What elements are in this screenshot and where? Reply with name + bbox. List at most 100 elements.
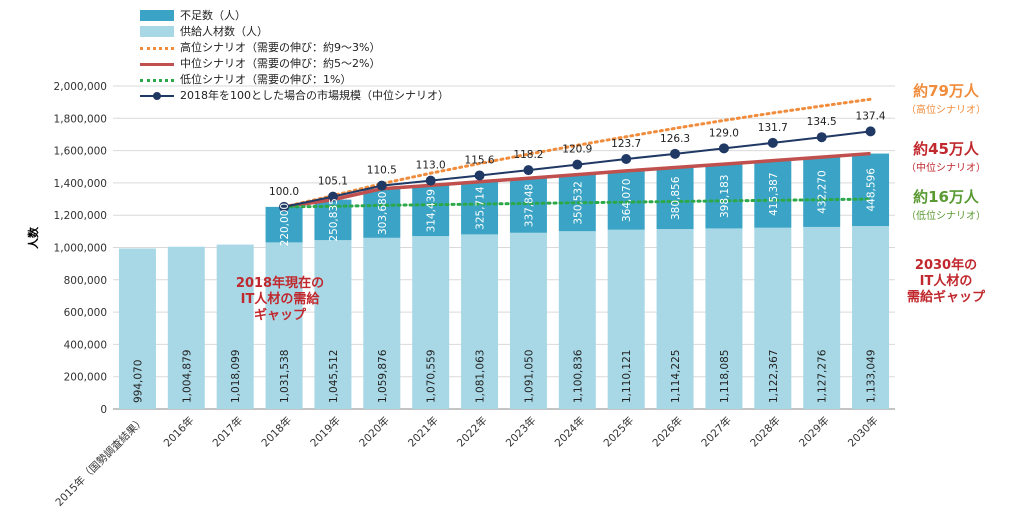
data-label-supply: 1,081,063 (475, 350, 487, 403)
line-high-scenario (282, 97, 873, 209)
data-label-market-size: 134.5 (807, 116, 837, 128)
data-label-supply: 1,127,276 (817, 349, 829, 403)
x-tick-label: 2016年 (161, 414, 197, 450)
data-label-shortage: 432,270 (817, 170, 829, 213)
bar-shortage (363, 188, 401, 238)
bar-shortage (803, 157, 841, 227)
y-tick-label: 1,600,000 (54, 146, 107, 158)
data-label-shortage: 448,596 (866, 168, 878, 212)
y-tick-label: 400,000 (64, 339, 107, 351)
marker-market-size (523, 165, 534, 176)
legend-item-market: 2018年を100とした場合の市場規模（中位シナリオ） (140, 88, 449, 104)
data-label-market-size: 129.0 (709, 127, 739, 139)
annotation-low: 約16万人 （低位シナリオ） (892, 186, 1000, 222)
data-label-supply: 1,004,879 (181, 350, 193, 403)
data-label-supply: 1,133,049 (866, 350, 878, 403)
annotation-gap-2030-line1: 2030年の (914, 258, 978, 273)
data-label-supply: 1,018,099 (230, 350, 242, 403)
marker-market-size (670, 148, 681, 159)
legend-swatch-shortage (140, 10, 174, 21)
bar-shortage (754, 160, 792, 228)
annotation-mid-value: 約45万人 (913, 140, 979, 158)
annotation-mid-scenario: （中位シナリオ） (906, 163, 986, 174)
data-label-market-size: 123.7 (611, 138, 641, 150)
marker-market-size (621, 153, 632, 164)
bar-shortage (412, 185, 450, 237)
data-label-shortage: 314,439 (426, 189, 438, 232)
annotation-mid: 約45万人 （中位シナリオ） (892, 138, 1000, 174)
bar-supply (363, 237, 401, 409)
bar-supply (167, 246, 205, 409)
bar-supply (461, 234, 499, 409)
data-label-supply: 1,118,085 (719, 350, 731, 403)
data-label-supply: 1,045,512 (328, 350, 340, 403)
bar-shortage (461, 181, 499, 235)
data-label-shortage: 364,070 (621, 179, 633, 222)
annotation-gap-2030: 2030年の IT人材の 需給ギャップ (892, 258, 1000, 306)
data-label-shortage: 303,680 (377, 192, 389, 235)
annotation-gap-2030-line2: IT人材の (919, 274, 973, 289)
legend-marker-market (153, 92, 161, 100)
y-tick-label: 600,000 (64, 307, 107, 319)
x-tick-label: 2024年 (552, 414, 588, 450)
bars (118, 153, 890, 409)
annotation-gap-2018: 2018年現在の IT人材の需給 ギャップ (220, 276, 340, 324)
x-tick-label: 2029年 (796, 414, 832, 450)
legend-item-supply: 供給人材数（人） (140, 24, 449, 40)
x-tick-label: 2021年 (405, 414, 441, 450)
bar-supply (118, 248, 156, 409)
x-tick-label: 2026年 (650, 414, 686, 450)
data-label-market-size: 131.7 (758, 122, 788, 134)
marker-market-size (865, 126, 876, 137)
x-tick-label: 2027年 (699, 414, 735, 450)
y-tick-label: 1,800,000 (54, 113, 107, 125)
x-tick-label: 2015年（国勢調査結果） (53, 414, 148, 509)
data-label-supply: 1,059,876 (377, 349, 389, 403)
marker-market-size (767, 137, 778, 148)
bar-supply (216, 244, 254, 409)
y-tick-label: 200,000 (64, 372, 107, 384)
data-label-market-size: 100.0 (269, 186, 299, 198)
y-tick-label: 2,000,000 (54, 81, 107, 93)
marker-market-size (279, 201, 290, 212)
x-tick-label: 2028年 (747, 414, 783, 450)
bar-supply (412, 236, 450, 409)
marker-market-size (474, 170, 485, 181)
x-tick-label: 2018年 (259, 414, 295, 450)
y-axis-title: 人数 (26, 226, 40, 249)
lines (279, 97, 876, 212)
bar-shortage (607, 170, 645, 230)
data-label-shortage: 325,714 (475, 186, 487, 230)
x-tick-label: 2020年 (356, 414, 392, 450)
bar-shortage (705, 164, 743, 229)
data-label-market-size: 118.2 (513, 149, 543, 161)
legend-swatch-supply (140, 26, 174, 37)
y-tick-label: 0 (100, 404, 107, 416)
bar-supply (265, 242, 303, 409)
x-tick-label: 2030年 (845, 414, 881, 450)
annotation-low-scenario: （低位シナリオ） (906, 211, 986, 222)
bar-supply (656, 229, 694, 409)
data-label-shortage: 350,532 (572, 181, 584, 224)
legend-swatch-low (140, 79, 174, 82)
data-label-supply: 1,100,836 (572, 349, 584, 403)
annotation-high-scenario: （高位シナリオ） (906, 105, 986, 116)
bar-shortage (852, 153, 890, 227)
data-label-shortage: 380,856 (670, 176, 682, 220)
bar-supply (754, 227, 792, 409)
data-label-shortage: 415,387 (768, 172, 780, 215)
annotation-high-value: 約79万人 (913, 82, 979, 100)
y-tick-label: 1,000,000 (54, 243, 107, 255)
data-label-supply: 1,070,559 (426, 350, 438, 403)
annotation-high: 約79万人 （高位シナリオ） (892, 80, 1000, 116)
data-label-supply: 994,070 (132, 360, 144, 403)
annotation-low-value: 約16万人 (913, 188, 979, 206)
data-label-market-size: 115.6 (465, 154, 495, 166)
data-label-supply: 1,122,367 (768, 350, 780, 403)
data-label-supply: 1,031,538 (279, 350, 291, 403)
legend-label-high: 高位シナリオ（需要の伸び：約9～3%） (180, 41, 381, 54)
marker-market-size (718, 143, 729, 154)
x-tick-label: 2022年 (454, 414, 490, 450)
data-label-market-size: 110.5 (367, 165, 397, 177)
